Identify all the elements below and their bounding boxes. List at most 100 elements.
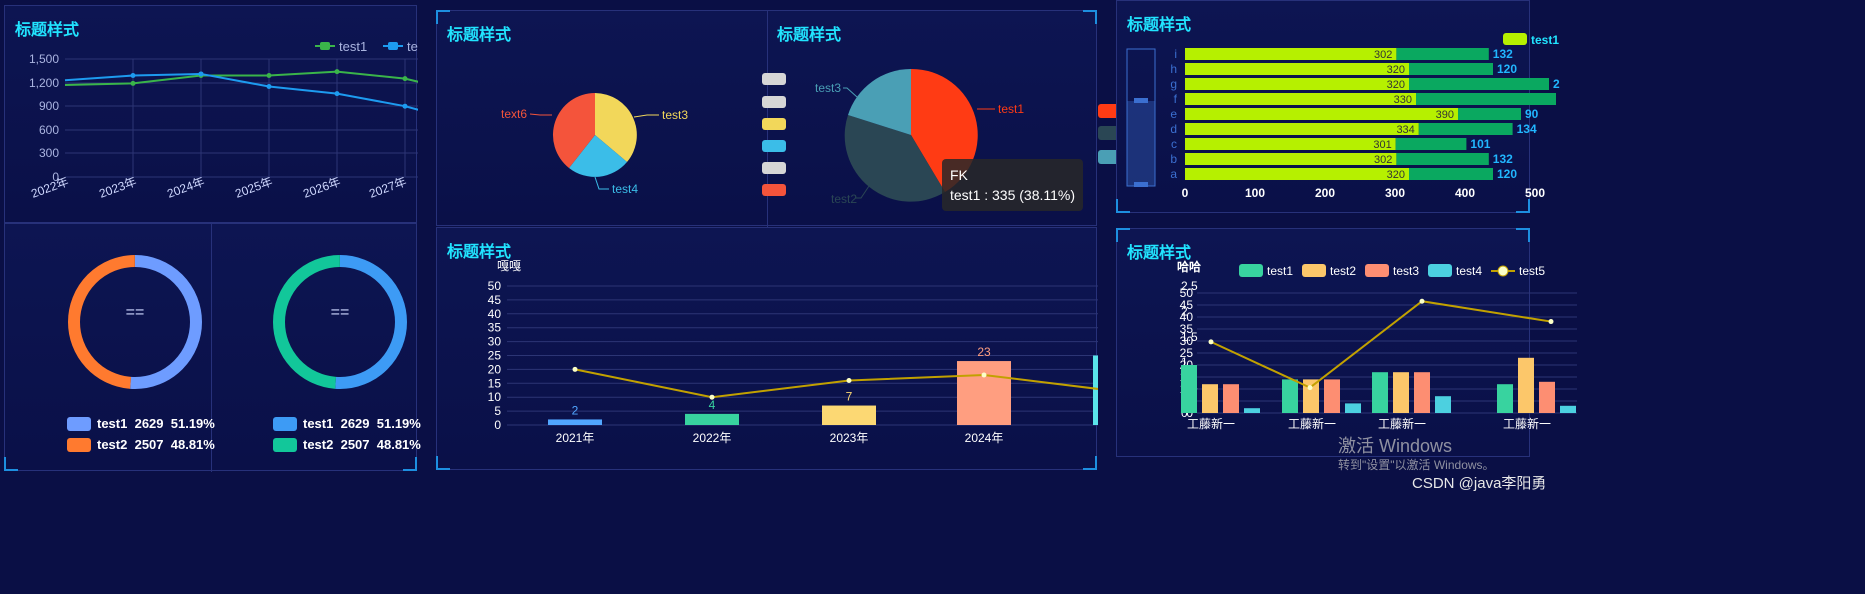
legend-pct: 48.81% bbox=[170, 437, 215, 452]
x-tick: 2027年 bbox=[367, 174, 408, 200]
legend-swatch bbox=[67, 416, 91, 431]
y-tick: 40 bbox=[488, 307, 502, 321]
pie-label: test2 bbox=[831, 192, 857, 206]
hbar-bar-test2 bbox=[1409, 168, 1493, 180]
legend-row[interactable]: test1 2629 51.19% bbox=[273, 416, 421, 431]
line-point bbox=[266, 84, 272, 90]
line-legend[interactable]: test1 test2 bbox=[315, 39, 418, 54]
legend-row[interactable]: test2 2507 48.81% bbox=[273, 437, 421, 452]
test5-point bbox=[1208, 339, 1214, 345]
hbar-bar-test2 bbox=[1418, 123, 1513, 135]
hbar-label: 134 bbox=[1517, 122, 1537, 136]
legend-swatch[interactable] bbox=[762, 140, 786, 152]
x-tick: 0 bbox=[1182, 186, 1189, 200]
panel-title: 标题样式 bbox=[447, 244, 512, 261]
legend-swatch[interactable] bbox=[762, 73, 786, 85]
multi-bar bbox=[1414, 372, 1430, 413]
y-axis-name: 嘎嘎 bbox=[497, 259, 521, 273]
legend-swatch bbox=[1365, 264, 1389, 277]
corner-decoration bbox=[4, 457, 18, 471]
bar-2022年 bbox=[685, 413, 739, 425]
multi-bar bbox=[1282, 379, 1298, 413]
panel-title: 标题样式 bbox=[777, 27, 842, 44]
legend-label: test2 bbox=[1330, 264, 1356, 278]
hbar-label: 320 bbox=[1387, 169, 1405, 181]
divider bbox=[211, 224, 212, 472]
activation-watermark-title: 激活 Windows bbox=[1338, 436, 1453, 456]
datazoom-handle[interactable] bbox=[1134, 98, 1148, 103]
y-tick: 600 bbox=[39, 123, 59, 137]
y-tick: 900 bbox=[39, 99, 59, 113]
legend-row[interactable]: test2 2507 48.81% bbox=[67, 437, 215, 452]
x-tick: 300 bbox=[1385, 186, 1405, 200]
y-tick: 30 bbox=[488, 335, 502, 349]
legend-label: test4 bbox=[1456, 264, 1482, 278]
multi-bar bbox=[1244, 408, 1260, 413]
legend-name: test2 bbox=[97, 437, 128, 452]
hbar-bar-test1 bbox=[1185, 93, 1416, 105]
multi-bar bbox=[1345, 403, 1361, 413]
corner-decoration bbox=[436, 456, 450, 470]
pie-slice-test3[interactable] bbox=[848, 68, 911, 135]
legend-swatch[interactable] bbox=[1503, 33, 1527, 45]
hbar-bar-test1 bbox=[1185, 63, 1409, 75]
legend-label-test2: test2 bbox=[407, 39, 418, 54]
y-tick: 25 bbox=[488, 349, 502, 363]
pie-slice-test3[interactable] bbox=[595, 93, 637, 162]
y-tick: 0 bbox=[494, 418, 501, 432]
panel-title: 标题样式 bbox=[1127, 245, 1192, 262]
test5-point bbox=[1307, 385, 1313, 391]
hbar-bar-test2 bbox=[1409, 78, 1549, 90]
hbar-label: 2 bbox=[1553, 77, 1560, 91]
multi-bar bbox=[1497, 384, 1513, 413]
multi-legend[interactable]: test1 test2 test3 test4 test5 bbox=[1239, 264, 1545, 278]
legend-swatch[interactable] bbox=[762, 184, 786, 196]
tooltip-body: test1 : 335 (38.11%) bbox=[950, 187, 1076, 203]
hbar-label: 120 bbox=[1497, 62, 1517, 76]
multi-bar bbox=[1539, 381, 1555, 413]
legend-name: test1 bbox=[97, 416, 128, 431]
hbar-category: g bbox=[1170, 77, 1177, 91]
line-chart-xticks: 2022年 2023年 2024年 2025年 2026年 2027年 bbox=[29, 174, 408, 200]
hbar-bars: i 302 132 h 320 120 g 320 2 f 330 e 390 90 d 334 134 c 301… bbox=[1170, 47, 1560, 181]
corner-decoration bbox=[1083, 456, 1097, 470]
pie-slice-test2[interactable] bbox=[844, 115, 945, 202]
legend-pct: 51.19% bbox=[376, 416, 421, 431]
legend-value: 2507 bbox=[134, 437, 164, 452]
bar-value-label: 7 bbox=[846, 390, 853, 404]
datazoom-window[interactable] bbox=[1127, 101, 1155, 186]
hbar-chart: i 302 132 h 320 120 g 320 2 f 330 e 390 90 d 334 134 c 301… bbox=[1126, 33, 1560, 200]
legend-label: test5 bbox=[1519, 264, 1545, 278]
hbar-label: 320 bbox=[1387, 64, 1405, 76]
pie1-legend[interactable] bbox=[762, 73, 786, 196]
hbar-bar-test2 bbox=[1396, 48, 1489, 60]
line-point bbox=[334, 69, 340, 75]
legend-swatch[interactable] bbox=[762, 162, 786, 174]
pie-panel: 标题样式 标题样式 text6 test3 test4 bbox=[436, 10, 1097, 227]
activation-watermark-subtitle: 转到"设置"以激活 Windows。 bbox=[1338, 458, 1495, 472]
y2-tick: 1 bbox=[1181, 355, 1188, 369]
line-point bbox=[198, 71, 204, 77]
legend-swatch[interactable] bbox=[762, 118, 786, 130]
legend-row[interactable]: test1 2629 51.19% bbox=[67, 416, 215, 431]
corner-decoration bbox=[436, 10, 450, 24]
y-tick: 50 bbox=[1180, 286, 1194, 300]
datazoom-handle[interactable] bbox=[1134, 182, 1148, 187]
pie-slice-test4[interactable] bbox=[569, 135, 627, 177]
hbar-category: h bbox=[1170, 62, 1177, 76]
trend-point bbox=[846, 378, 852, 384]
donut-legend-2: test1 2629 51.19% test2 2507 48.81% bbox=[273, 416, 421, 458]
x-tick: 2022年 bbox=[693, 431, 732, 445]
hbar-label: 90 bbox=[1525, 107, 1539, 121]
y-tick: 15 bbox=[488, 376, 502, 390]
legend-label-test1: test1 bbox=[339, 39, 367, 54]
legend-swatch[interactable] bbox=[762, 96, 786, 108]
y-tick: 45 bbox=[488, 293, 502, 307]
pie-chart-1: text6 test3 test4 bbox=[501, 92, 688, 196]
legend-name: test1 bbox=[303, 416, 334, 431]
multi-chart: 哈哈 test1 test2 test3 test4 test5 5045403… bbox=[1177, 259, 1577, 431]
pie-slice-text6[interactable] bbox=[552, 92, 595, 168]
donut-legend-1: test1 2629 51.19% test2 2507 48.81% bbox=[67, 416, 215, 458]
